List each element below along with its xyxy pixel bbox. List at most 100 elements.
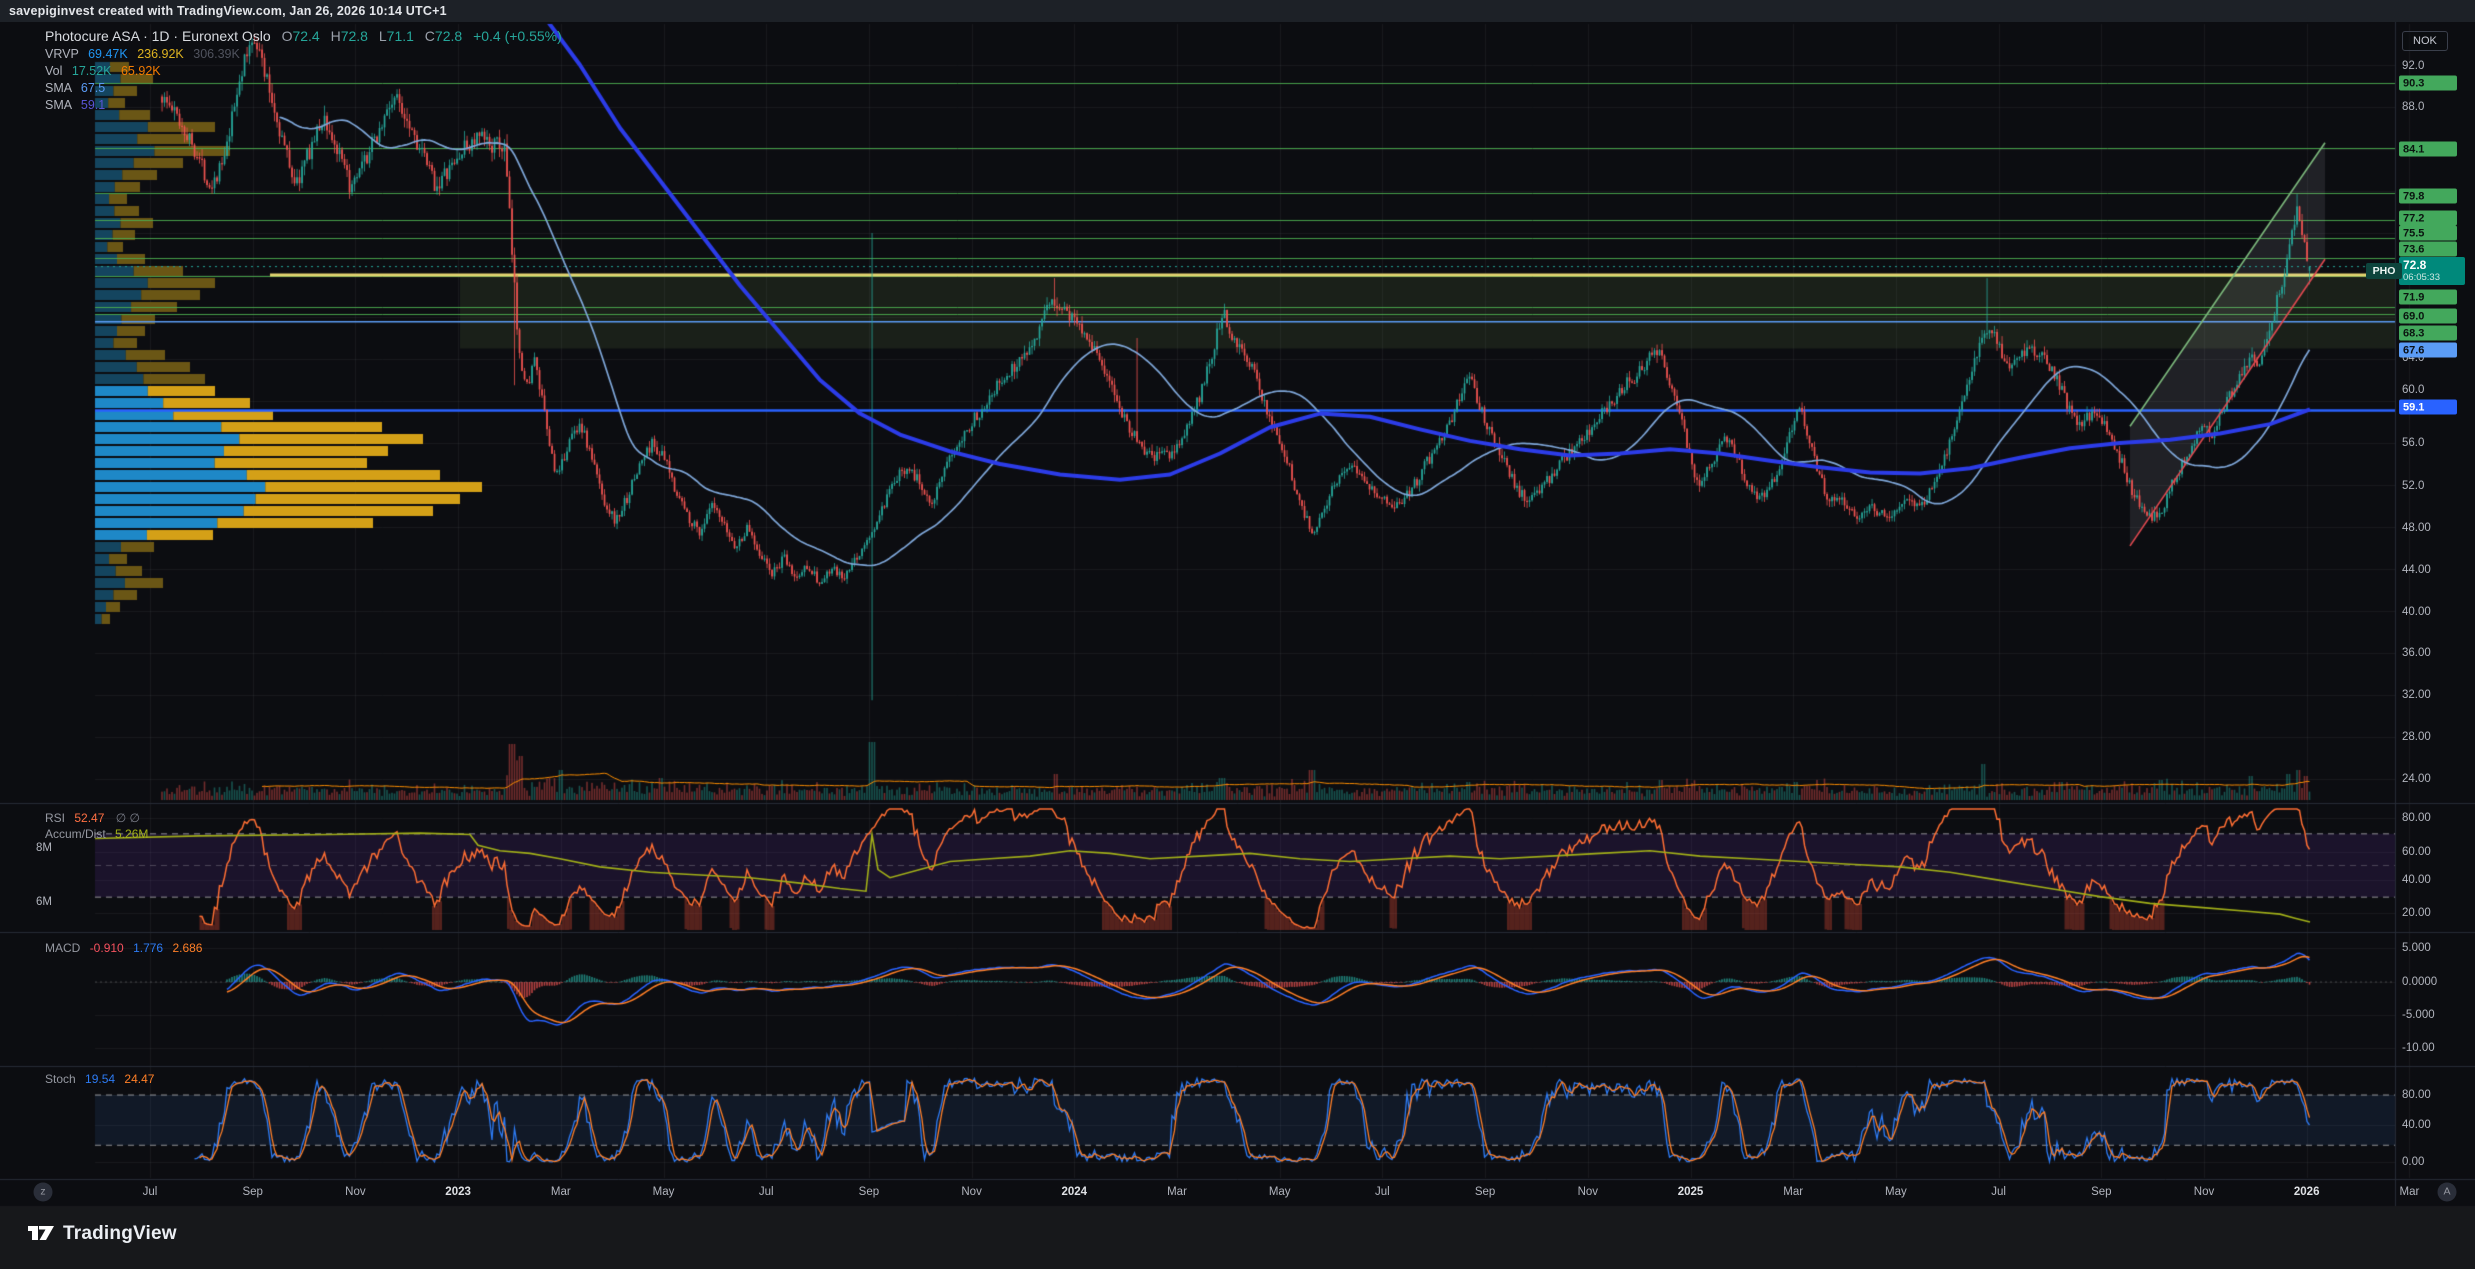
price-tick-label: 44.00	[2402, 564, 2431, 576]
price-tick-label: 52.0	[2402, 480, 2424, 492]
time-axis-label: Sep	[1475, 1186, 1495, 1198]
low-value: 71.1	[387, 28, 414, 44]
rsi-extra: ∅ ∅	[116, 811, 140, 825]
time-axis-label: Nov	[1578, 1186, 1598, 1198]
last-price-value: 72.8	[2403, 259, 2461, 272]
indicator-tick-label: 40.00	[2402, 1119, 2431, 1131]
currency-button[interactable]: NOK	[2402, 31, 2448, 51]
volume-legend-row[interactable]: Vol 17.52K 65.92K	[45, 63, 562, 80]
vrvp-label: VRVP	[45, 47, 79, 61]
indicator-tick-label: 20.00	[2402, 907, 2431, 919]
symbol-title[interactable]: Photocure ASA · 1D · Euronext Oslo	[45, 28, 271, 44]
price-tick-label: 36.00	[2402, 647, 2431, 659]
open-value: 72.4	[292, 28, 319, 44]
watermark-credit: savepiginvest created with TradingView.c…	[0, 0, 2475, 22]
chart-canvas[interactable]	[0, 0, 2475, 1269]
auto-scale-button[interactable]: A	[2438, 1183, 2457, 1202]
indicator-tick-label: 5.000	[2402, 942, 2431, 954]
tradingview-logo[interactable]: TradingView	[28, 1222, 177, 1246]
macd-hist-value: -0.910	[90, 941, 124, 955]
rsi-label: RSI	[45, 811, 65, 825]
ad-scale-label: 8M	[36, 842, 86, 854]
tradingview-chart-page: savepiginvest created with TradingView.c…	[0, 0, 2475, 1269]
price-level-label: 90.3	[2399, 76, 2457, 91]
time-axis-label: 2025	[1678, 1186, 1704, 1198]
time-axis-label: 2024	[1062, 1186, 1088, 1198]
open-key: O	[282, 28, 293, 44]
macd-line-value: 1.776	[133, 941, 163, 955]
time-axis-label: Mar	[2399, 1186, 2419, 1198]
time-axis-label: Jul	[1375, 1186, 1390, 1198]
price-level-label: 84.1	[2399, 142, 2457, 157]
time-axis-label: Mar	[1167, 1186, 1187, 1198]
time-axis-label: Mar	[1783, 1186, 1803, 1198]
last-price-countdown: 06:05:33	[2403, 272, 2461, 283]
indicator-tick-label: 80.00	[2402, 812, 2431, 824]
time-axis-label: Sep	[2091, 1186, 2111, 1198]
symbol-tag-label: PHO	[2366, 263, 2402, 279]
time-axis-label: Nov	[961, 1186, 981, 1198]
time-axis-label: Sep	[242, 1186, 262, 1198]
tradingview-logo-text: TradingView	[63, 1223, 177, 1245]
last-price-label: 72.806:05:33	[2399, 257, 2465, 285]
price-level-label: 69.0	[2399, 309, 2457, 324]
price-tick-label: 28.00	[2402, 731, 2431, 743]
vrvp-value-2: 236.92K	[137, 47, 184, 61]
volume-value: 17.52K	[72, 64, 112, 78]
sma-fast-label: SMA	[45, 81, 71, 95]
indicator-tick-label: 80.00	[2402, 1089, 2431, 1101]
close-key: C	[425, 28, 435, 44]
stoch-legend[interactable]: Stoch 19.54 24.47	[45, 1071, 154, 1087]
sma-fast-legend-row[interactable]: SMA 67.5	[45, 80, 562, 97]
time-axis-label: 2023	[445, 1186, 471, 1198]
sma-fast-value: 67.5	[81, 81, 105, 95]
price-level-label: 71.9	[2399, 290, 2457, 305]
indicator-tick-label: 60.00	[2402, 846, 2431, 858]
price-level-label: 68.3	[2399, 326, 2457, 341]
time-axis-label: Sep	[859, 1186, 879, 1198]
price-tick-label: 60.0	[2402, 384, 2424, 396]
macd-label: MACD	[45, 941, 80, 955]
time-axis-label: May	[653, 1186, 675, 1198]
price-tick-label: 92.0	[2402, 60, 2424, 72]
high-value: 72.8	[341, 28, 368, 44]
time-axis-label: Jul	[1991, 1186, 2006, 1198]
accum-dist-label: Accum/Dist	[45, 827, 106, 841]
stoch-d-value: 24.47	[124, 1072, 154, 1086]
price-level-label: 67.6	[2399, 343, 2457, 358]
rsi-value: 52.47	[74, 811, 104, 825]
indicator-tick-label: -10.00	[2402, 1042, 2435, 1054]
stoch-k-value: 19.54	[85, 1072, 115, 1086]
volume-ma-value: 65.92K	[121, 64, 161, 78]
price-level-label: 73.6	[2399, 242, 2457, 257]
time-axis-label: Jul	[143, 1186, 158, 1198]
change-value: +0.4 (+0.55%)	[473, 28, 562, 44]
close-value: 72.8	[435, 28, 462, 44]
timezone-button[interactable]: z	[34, 1183, 53, 1202]
sma-slow-legend-row[interactable]: SMA 59.1	[45, 97, 562, 114]
sma-slow-label: SMA	[45, 98, 71, 112]
ad-scale-label: 6M	[36, 896, 86, 908]
time-axis-label: 2026	[2294, 1186, 2320, 1198]
price-tick-label: 48.00	[2402, 522, 2431, 534]
indicator-tick-label: 0.0000	[2402, 976, 2437, 988]
price-level-label: 75.5	[2399, 226, 2457, 241]
price-tick-label: 40.00	[2402, 606, 2431, 618]
time-axis-label: Nov	[345, 1186, 365, 1198]
indicator-tick-label: 40.00	[2402, 874, 2431, 886]
accum-dist-value: 5.26M	[115, 827, 148, 841]
volume-label: Vol	[45, 64, 62, 78]
time-axis-label: May	[1269, 1186, 1291, 1198]
stoch-label: Stoch	[45, 1072, 76, 1086]
high-key: H	[331, 28, 341, 44]
vrvp-legend-row[interactable]: VRVP 69.47K 236.92K 306.39K	[45, 46, 562, 63]
macd-legend[interactable]: MACD -0.910 1.776 2.686	[45, 940, 202, 956]
price-tick-label: 32.00	[2402, 689, 2431, 701]
symbol-legend-row[interactable]: Photocure ASA · 1D · Euronext Oslo O72.4…	[45, 27, 562, 46]
price-tick-label: 88.0	[2402, 101, 2424, 113]
vrvp-value-3: 306.39K	[193, 47, 240, 61]
rsi-legend[interactable]: RSI 52.47 ∅ ∅	[45, 810, 140, 826]
sma-slow-value: 59.1	[81, 98, 105, 112]
indicator-tick-label: -5.000	[2402, 1009, 2435, 1021]
accum-dist-legend[interactable]: Accum/Dist 5.26M	[45, 826, 148, 842]
